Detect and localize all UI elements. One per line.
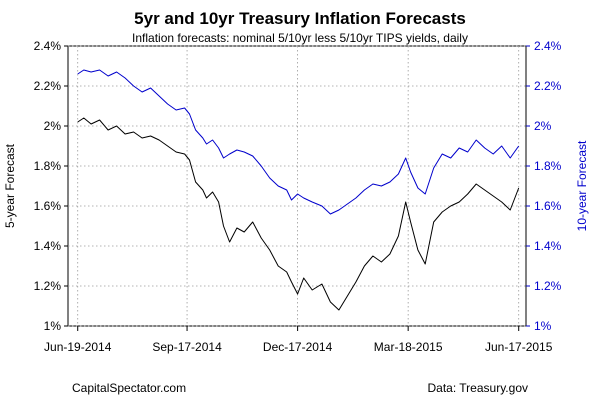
y-tick-label-left: 1.4% (34, 239, 62, 253)
x-tick-label: Dec-17-2014 (263, 340, 333, 354)
series-line-5yr (77, 117, 520, 311)
y-tick-label-right: 1% (534, 319, 552, 333)
y-tick-label-left: 2.4% (34, 39, 62, 53)
y-tick-label-left: 2.2% (34, 79, 62, 93)
y-tick-label-left: 2% (44, 119, 62, 133)
y-axis-left: 1% 1.2% 1.4% 1.6% 1.8% 2% 2.2% 2.4% (34, 39, 68, 333)
y-tick-label-right: 2.4% (534, 39, 562, 53)
y-tick-label-right: 2.2% (534, 79, 562, 93)
x-axis: Jun-19-2014 Sep-17-2014 Dec-17-2014 Mar-18-… (44, 326, 553, 354)
y-tick-label-left: 1.6% (34, 199, 62, 213)
footer-data-source: Data: Treasury.gov (428, 381, 529, 395)
y-axis-left-label: 5-year Forecast (3, 143, 17, 228)
y-tick-label-left: 1.2% (34, 279, 62, 293)
series-line-10yr (77, 69, 520, 215)
y-tick-label-right: 1.6% (534, 199, 562, 213)
y-tick-label-right: 1.8% (534, 159, 562, 173)
grid-lines (68, 45, 526, 327)
chart-subtitle: Inflation forecasts: nominal 5/10yr less… (132, 31, 468, 45)
y-axis-right-label: 10-year Forecast (575, 140, 589, 231)
x-tick-label: Mar-18-2015 (374, 340, 443, 354)
x-tick-label: Jun-19-2014 (44, 340, 112, 354)
y-tick-label-left: 1.8% (34, 159, 62, 173)
footer-source-site: CapitalSpectator.com (72, 381, 186, 395)
chart-title: 5yr and 10yr Treasury Inflation Forecast… (134, 9, 466, 28)
y-tick-label-left: 1% (44, 319, 62, 333)
y-tick-label-right: 1.2% (534, 279, 562, 293)
y-tick-label-right: 2% (534, 119, 552, 133)
x-tick-label: Jun-17-2015 (485, 340, 553, 354)
series-lines (77, 69, 520, 311)
y-tick-label-right: 1.4% (534, 239, 562, 253)
x-tick-label: Sep-17-2014 (152, 340, 222, 354)
y-axis-right: 1% 1.2% 1.4% 1.6% 1.8% 2% 2.2% 2.4% (526, 39, 562, 333)
